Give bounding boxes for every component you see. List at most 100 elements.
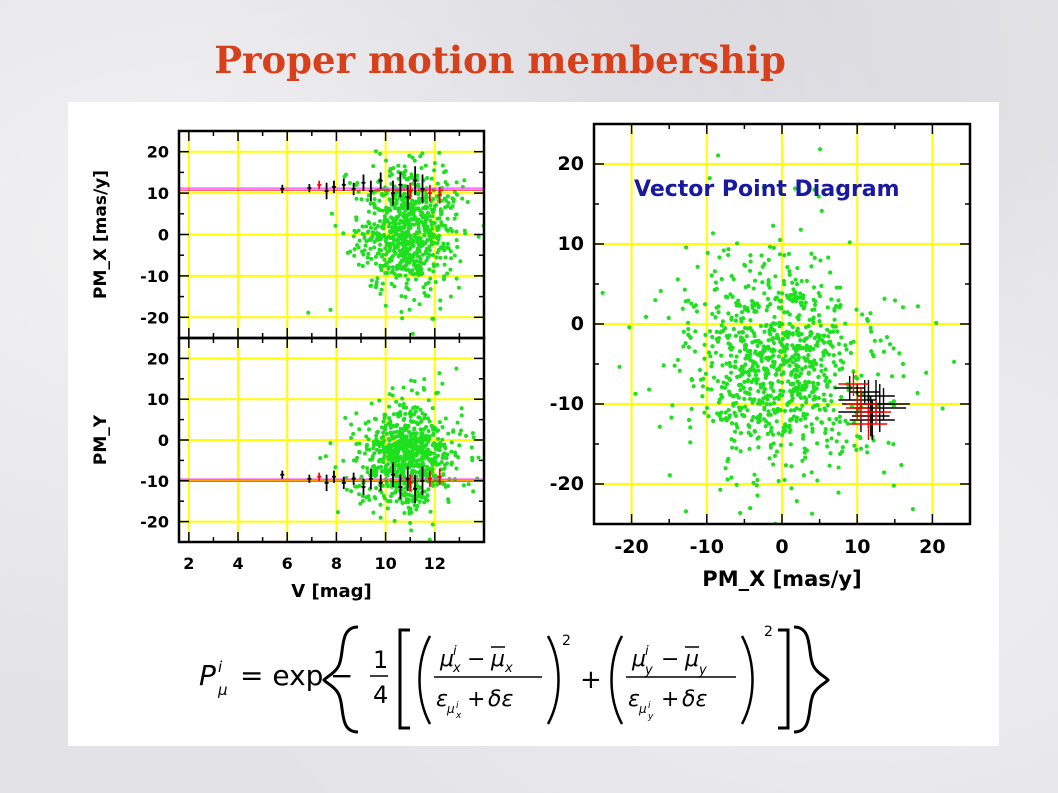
star-point <box>362 451 367 456</box>
star-point <box>702 342 707 347</box>
star-point <box>373 261 378 266</box>
star-point <box>426 398 431 403</box>
figure-panel: 20 10 0 -10 -20 PM_X [mas/y] 20 10 0 -10 -20 2 4 6 8 1… <box>68 102 999 746</box>
star-point <box>825 384 830 389</box>
star-point <box>951 359 957 364</box>
star-point <box>397 402 402 407</box>
star-point <box>429 207 434 212</box>
star-point <box>742 347 748 352</box>
star-point <box>412 232 417 237</box>
star-point <box>357 492 362 497</box>
star-point <box>386 266 391 271</box>
star-point <box>754 380 759 386</box>
star-point <box>858 446 864 451</box>
star-point <box>406 505 411 510</box>
chart-annotation: Vector Point Diagram <box>634 177 900 202</box>
star-point <box>733 333 739 338</box>
star-point <box>766 257 771 262</box>
star-point <box>427 437 432 442</box>
star-point <box>805 345 810 350</box>
star-point <box>412 259 417 264</box>
star-point <box>812 302 818 307</box>
star-point <box>743 404 748 409</box>
star-point <box>869 329 874 334</box>
star-point <box>807 393 812 399</box>
star-point <box>371 510 376 515</box>
star-point <box>727 376 732 381</box>
star-point <box>726 252 731 258</box>
star-point <box>563 365 567 369</box>
star-point <box>424 217 429 222</box>
star-point <box>371 439 376 444</box>
star-point <box>369 256 374 261</box>
star-point <box>440 437 445 442</box>
star-point <box>689 301 694 306</box>
y-tick-label: -10 <box>140 472 169 491</box>
svg-text:i: i <box>645 644 649 659</box>
star-point <box>396 264 401 269</box>
star-point <box>831 421 836 426</box>
left-bracket <box>398 628 410 730</box>
star-point <box>385 506 390 511</box>
star-point <box>774 395 780 400</box>
star-point <box>792 186 798 191</box>
star-point <box>422 500 427 505</box>
star-point <box>412 379 417 384</box>
star-point <box>627 325 632 330</box>
star-point <box>761 417 767 422</box>
star-point <box>435 181 440 186</box>
star-point <box>391 412 396 417</box>
star-point <box>741 385 746 390</box>
star-point <box>688 335 693 340</box>
star-point <box>328 307 333 312</box>
star-point <box>394 238 399 243</box>
pmx-vs-v-chart: 20 10 0 -10 -20 PM_X [mas/y] <box>91 129 486 340</box>
svg-text:μ: μ <box>638 702 647 716</box>
star-point <box>814 361 819 367</box>
star-point <box>681 344 686 349</box>
star-point <box>381 456 386 461</box>
svg-text:μ: μ <box>490 647 505 672</box>
star-point <box>810 362 815 367</box>
star-point <box>437 371 442 376</box>
star-point <box>441 277 446 282</box>
star-point <box>445 271 450 276</box>
svg-text:y: y <box>644 663 653 678</box>
star-point <box>365 260 370 265</box>
star-point <box>413 264 418 269</box>
star-point <box>440 163 445 168</box>
star-point <box>386 444 391 449</box>
star-point <box>773 372 778 377</box>
star-point <box>410 155 415 160</box>
star-point <box>854 447 859 452</box>
star-point <box>751 286 756 291</box>
star-point <box>768 402 773 407</box>
star-point <box>421 456 426 461</box>
star-point <box>711 375 717 380</box>
star-point <box>833 363 838 368</box>
star-point <box>681 329 686 334</box>
star-point <box>765 431 770 436</box>
star-point <box>748 505 753 511</box>
star-point <box>755 477 760 483</box>
star-point <box>443 205 448 210</box>
star-point <box>683 341 688 346</box>
star-point <box>408 201 413 206</box>
star-point <box>726 311 731 316</box>
y-tick-label: 10 <box>147 184 169 203</box>
star-point <box>430 467 435 472</box>
star-point <box>381 448 386 453</box>
star-point <box>738 449 743 454</box>
star-point <box>794 329 800 334</box>
star-point <box>417 415 422 420</box>
star-point <box>771 462 776 467</box>
star-point <box>349 435 354 440</box>
star-point <box>375 440 380 445</box>
star-point <box>755 493 760 498</box>
star-point <box>725 335 731 340</box>
star-point <box>397 235 402 240</box>
star-point <box>445 216 450 221</box>
star-point <box>364 434 369 439</box>
star-point <box>789 486 794 491</box>
star-point <box>810 429 815 434</box>
